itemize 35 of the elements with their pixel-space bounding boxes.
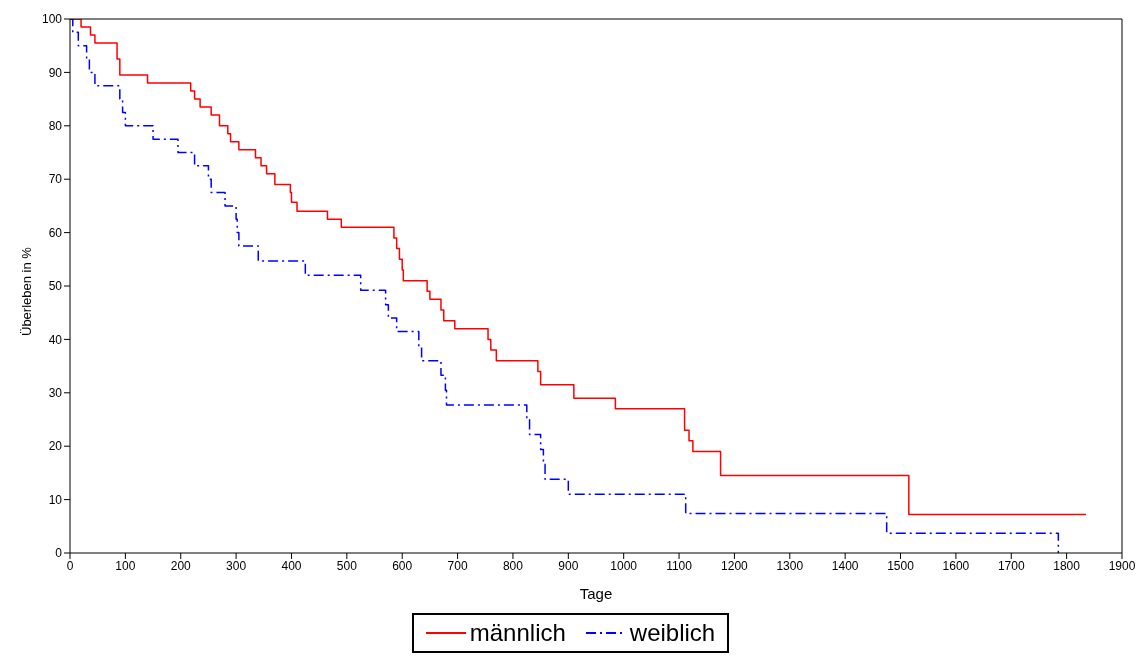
x-tick-label: 1700 <box>997 558 1025 573</box>
x-tick-label: 200 <box>170 558 192 573</box>
x-tick-label: 600 <box>392 558 413 573</box>
x-tick-label: 1900 <box>1108 558 1136 573</box>
x-axis-title: Tage <box>579 585 613 602</box>
x-tick-label: 900 <box>558 558 579 573</box>
legend-label: weiblich <box>628 619 716 647</box>
y-tick-label: 30 <box>48 386 63 401</box>
x-tick-label: 800 <box>502 558 524 573</box>
x-tick-label: 300 <box>226 558 247 573</box>
legend-label: männlich <box>468 619 566 647</box>
x-tick-label: 0 <box>66 558 74 573</box>
x-tick-label: 400 <box>281 558 302 573</box>
y-tick-label: 80 <box>48 119 63 134</box>
x-tick-label: 1600 <box>942 558 970 573</box>
y-tick-label: 60 <box>48 225 63 240</box>
y-tick-label: 100 <box>41 12 63 27</box>
y-axis-title: Überleben in % <box>18 246 34 336</box>
x-tick-label: 1400 <box>831 558 859 573</box>
y-tick-label: 10 <box>48 492 63 507</box>
x-tick-label: 100 <box>115 558 136 573</box>
x-tick-label: 1500 <box>887 558 915 573</box>
y-tick-label: 20 <box>48 439 63 454</box>
x-tick-label: 1200 <box>721 558 749 573</box>
x-tick-label: 1100 <box>666 558 693 573</box>
y-tick-label: 40 <box>48 332 63 347</box>
x-tick-label: 1000 <box>610 558 638 573</box>
y-tick-label: 50 <box>48 279 63 294</box>
x-tick-label: 500 <box>336 558 358 573</box>
x-tick-label: 1800 <box>1053 558 1081 573</box>
x-tick-label: 700 <box>447 558 468 573</box>
y-tick-label: 90 <box>48 65 63 80</box>
x-tick-label: 1300 <box>776 558 804 573</box>
y-tick-label: 70 <box>48 172 63 187</box>
y-tick-label: 0 <box>55 546 63 561</box>
